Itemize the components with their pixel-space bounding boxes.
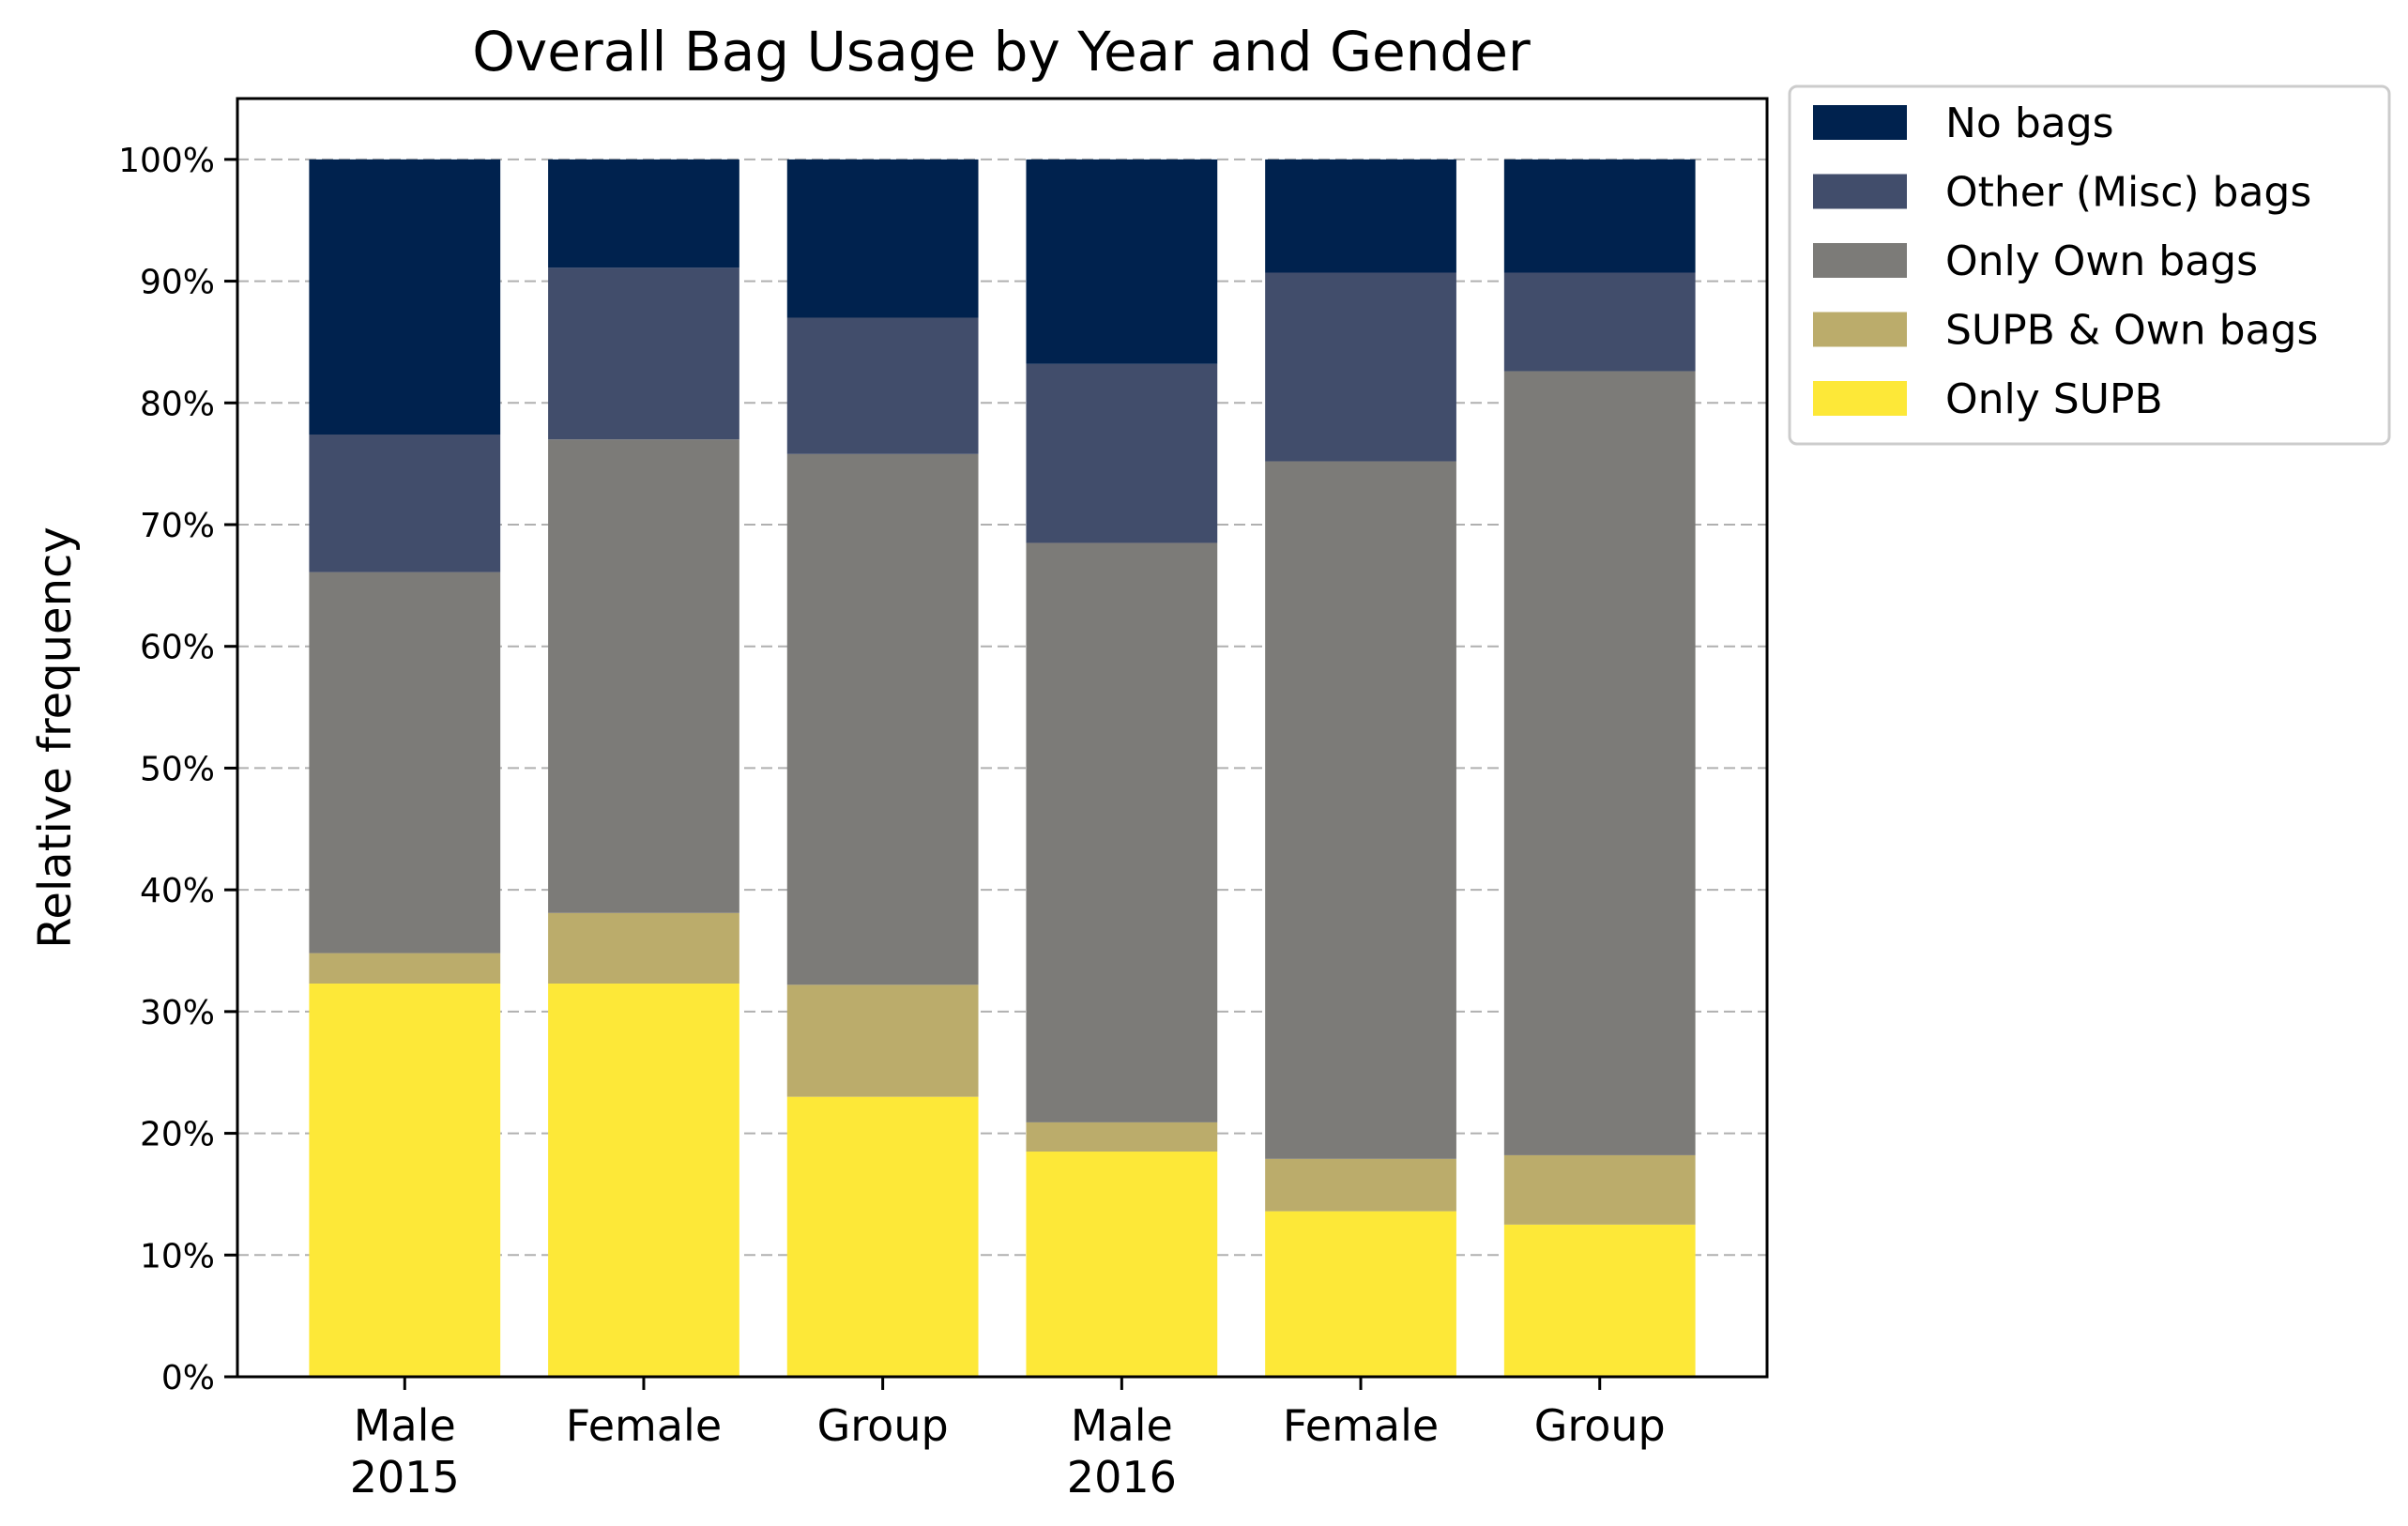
y-tick-label: 60% — [140, 629, 215, 667]
bar-segment — [548, 984, 739, 1377]
bars — [309, 159, 1696, 1377]
legend: No bags Other (Misc) bags Only Own bags SUP… — [1788, 84, 2391, 446]
y-tick-label: 40% — [140, 872, 215, 910]
y-tick-label: 80% — [140, 385, 215, 423]
plot-frame — [236, 97, 1769, 1379]
bar-segment — [786, 159, 979, 318]
bar-segment — [786, 1096, 979, 1377]
bar-segment — [309, 435, 501, 572]
bar-segment — [786, 317, 979, 454]
bar-segment — [309, 984, 501, 1377]
bar-segment — [1503, 1224, 1696, 1377]
bar-segment — [548, 439, 739, 913]
y-axis-label: Relative frequency — [29, 526, 82, 949]
y-tick-label: 70% — [140, 507, 215, 545]
bar-segment — [1026, 1152, 1218, 1377]
x-tick-label: Female — [1283, 1400, 1439, 1451]
bar-segment — [309, 572, 501, 954]
bar-segment — [1265, 272, 1456, 462]
bar-segment — [1026, 159, 1218, 364]
y-tick-label: 10% — [140, 1237, 215, 1275]
legend-swatch — [1813, 312, 1907, 347]
y-tick-label: 0% — [161, 1359, 215, 1397]
bar-segment — [309, 953, 501, 984]
legend-swatch — [1813, 243, 1907, 278]
bar-segment — [786, 984, 979, 1097]
legend-label: Only Own bags — [1945, 237, 2258, 285]
y-tick-label: 90% — [140, 264, 215, 302]
x-tick-label: Female — [566, 1400, 722, 1451]
chart-title: Overall Bag Usage by Year and Gender — [472, 20, 1531, 84]
bar-segment — [1265, 1158, 1456, 1212]
legend-frame — [1788, 84, 2391, 446]
legend-label: Other (Misc) bags — [1945, 169, 2311, 217]
y-tick-label: 100% — [118, 142, 215, 180]
legend-swatch — [1813, 105, 1907, 140]
bar-segment — [1503, 1154, 1696, 1225]
y-tick-label: 20% — [140, 1116, 215, 1154]
legend-swatch — [1813, 174, 1907, 209]
x-group-label: 2016 — [1067, 1452, 1177, 1503]
y-tick-label: 50% — [140, 750, 215, 788]
legend-label: Only SUPB — [1945, 375, 2163, 423]
y-tick-label: 30% — [140, 994, 215, 1032]
bar-segment — [1026, 1122, 1218, 1152]
x-tick-label: Group — [817, 1400, 949, 1451]
bar-segment — [1503, 371, 1696, 1155]
x-tick-label: Male — [1071, 1400, 1173, 1451]
bar-segment — [1265, 461, 1456, 1159]
bar-segment — [1265, 159, 1456, 273]
bar-segment — [1503, 159, 1696, 273]
legend-swatch — [1813, 381, 1907, 416]
bar-segment — [548, 159, 739, 268]
bar-segment — [309, 159, 501, 435]
legend-label: SUPB & Own bags — [1945, 307, 2318, 355]
x-tick-label: Group — [1534, 1400, 1666, 1451]
x-group-label: 2015 — [350, 1452, 460, 1503]
bar-segment — [1026, 542, 1218, 1122]
bar-segment — [548, 267, 739, 440]
y-axis: 0% 10% 20% 30% 40% 50% 60% 70% 80% 90% 100% — [118, 142, 237, 1397]
bar-segment — [1265, 1211, 1456, 1377]
bar-segment — [1503, 272, 1696, 372]
x-tick-label: Male — [354, 1400, 456, 1451]
bar-segment — [786, 453, 979, 985]
bar-segment — [1026, 363, 1218, 543]
legend-label: No bags — [1945, 99, 2114, 147]
bar-segment — [548, 912, 739, 984]
